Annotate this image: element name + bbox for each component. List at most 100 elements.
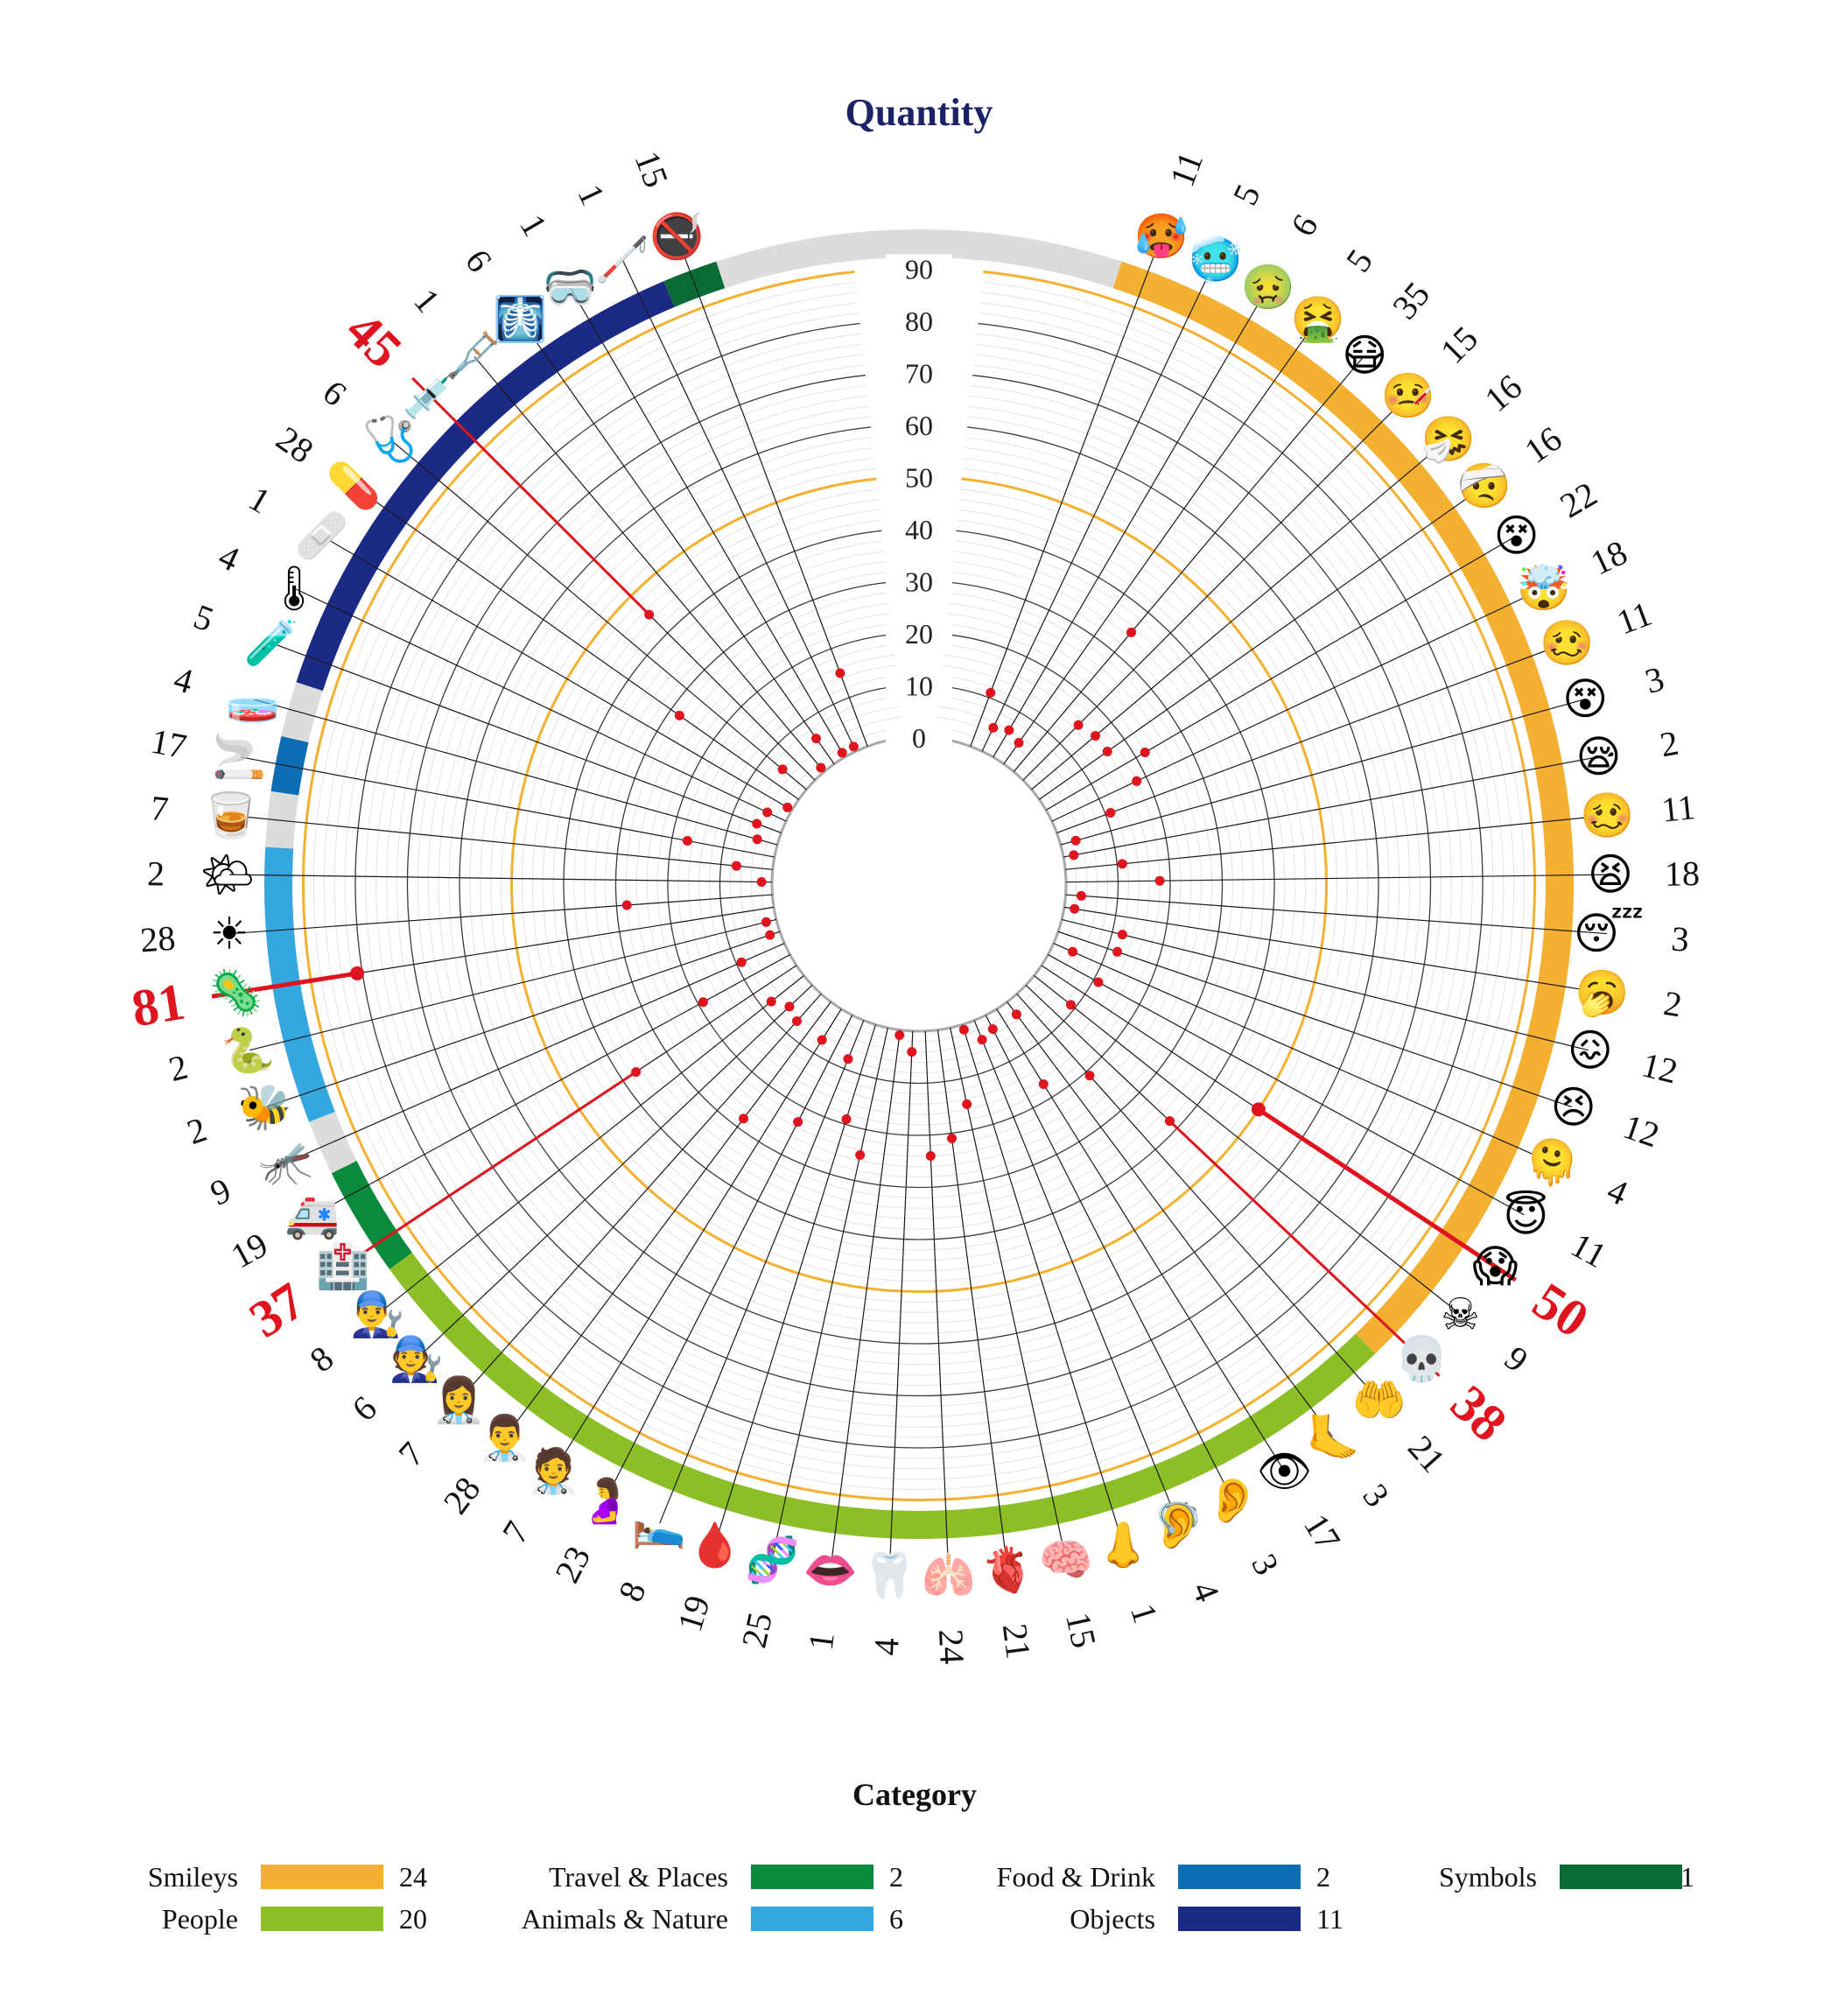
radial-tick-label: 90 bbox=[905, 254, 933, 285]
major-grid-ring bbox=[354, 322, 1484, 1449]
spoke bbox=[993, 288, 1268, 758]
value-label: 2 bbox=[147, 853, 165, 893]
honeybee-icon: 🐝 bbox=[237, 1082, 291, 1133]
value-label: 17 bbox=[148, 721, 190, 767]
data-point bbox=[1084, 1071, 1095, 1081]
woozy-face-icon: 🥴 bbox=[1580, 790, 1634, 841]
value-label: 12 bbox=[1638, 1044, 1682, 1091]
spoke bbox=[771, 1028, 888, 1559]
white-cane-icon: 🦯 bbox=[595, 234, 649, 284]
value-label: 5 bbox=[1225, 179, 1268, 211]
data-point bbox=[793, 1117, 803, 1127]
pregnant-woman-icon: 🤰 bbox=[578, 1475, 632, 1526]
spoke bbox=[677, 237, 868, 747]
value-label: 6 bbox=[1283, 207, 1326, 242]
radial-tick-label: 50 bbox=[905, 462, 933, 494]
spoke bbox=[714, 1024, 876, 1544]
data-point bbox=[736, 957, 747, 967]
value-label: 4 bbox=[866, 1637, 907, 1656]
screaming-face-icon: 😱 bbox=[1472, 1241, 1518, 1292]
spoke bbox=[460, 994, 822, 1400]
legend-label: Smileys bbox=[148, 1861, 238, 1893]
spoke bbox=[295, 588, 787, 822]
snake-icon: 🐍 bbox=[221, 1025, 275, 1076]
data-point bbox=[835, 668, 845, 678]
data-point bbox=[837, 748, 847, 758]
minor-grid-ring bbox=[750, 716, 1088, 1053]
data-point bbox=[987, 1024, 998, 1035]
minor-grid-ring bbox=[635, 602, 1203, 1168]
spoke bbox=[1063, 906, 1601, 994]
data-point bbox=[1112, 946, 1123, 957]
spoke bbox=[390, 439, 807, 790]
radial-tick-label: 20 bbox=[905, 618, 933, 650]
spoke bbox=[1003, 320, 1317, 765]
band-segment bbox=[331, 1161, 412, 1269]
tick-label-bg bbox=[886, 306, 952, 334]
data-point bbox=[761, 917, 771, 927]
value-label: 3 bbox=[1355, 1477, 1397, 1514]
tick-label-bg bbox=[886, 566, 952, 595]
yawning-face-icon: 🥱 bbox=[1575, 967, 1629, 1019]
band-segment bbox=[270, 735, 309, 796]
goggles-icon: 🥽 bbox=[543, 262, 597, 313]
spoke bbox=[1039, 486, 1484, 800]
data-point bbox=[855, 1150, 866, 1161]
highlight-leader bbox=[211, 971, 358, 999]
minor-grid-ring bbox=[417, 385, 1421, 1387]
value-label: 2 bbox=[1661, 983, 1685, 1025]
cold-face-icon: 🥶 bbox=[1189, 233, 1243, 285]
minor-grid-ring bbox=[646, 613, 1192, 1157]
sleeping-face-icon: 😴 bbox=[1574, 908, 1644, 959]
value-label: 4 bbox=[1602, 1170, 1633, 1213]
minor-grid-ring bbox=[573, 540, 1265, 1230]
spoke bbox=[659, 1020, 865, 1524]
value-label: 7 bbox=[495, 1514, 537, 1550]
spoke bbox=[254, 699, 778, 846]
major-grid-ring bbox=[667, 633, 1171, 1136]
data-point bbox=[752, 818, 762, 829]
spoke bbox=[287, 943, 785, 1163]
spoke bbox=[378, 975, 804, 1314]
minor-grid-ring bbox=[365, 333, 1473, 1438]
thermometer-face-icon: 🤒 bbox=[1381, 370, 1435, 421]
legend-label: Travel & Places bbox=[549, 1861, 728, 1893]
spoke bbox=[1007, 1001, 1333, 1437]
value-label: 7 bbox=[149, 788, 170, 829]
spoke bbox=[970, 237, 1161, 747]
data-point bbox=[698, 997, 708, 1008]
data-point bbox=[947, 1134, 958, 1144]
radial-tick-label: 70 bbox=[905, 358, 933, 390]
spoke bbox=[962, 1024, 1124, 1544]
data-point bbox=[1164, 1116, 1175, 1127]
minor-grid-ring bbox=[542, 509, 1296, 1261]
data-point bbox=[1117, 930, 1127, 940]
mouth-icon: 👄 bbox=[803, 1544, 858, 1595]
spoke bbox=[996, 1008, 1284, 1471]
weary-face-icon: 😫 bbox=[1588, 849, 1633, 900]
value-label: 24 bbox=[931, 1628, 972, 1665]
data-point bbox=[1038, 1079, 1049, 1090]
radial-tick-label: 60 bbox=[905, 410, 933, 441]
value-label: 22 bbox=[1554, 474, 1603, 525]
spoke bbox=[622, 260, 857, 752]
value-label: 1 bbox=[570, 179, 613, 211]
spoke bbox=[1034, 975, 1460, 1314]
value-label: 7 bbox=[390, 1434, 431, 1473]
value-label: 1 bbox=[1123, 1599, 1166, 1627]
data-point bbox=[1069, 850, 1079, 860]
highlight-leader bbox=[321, 1071, 637, 1282]
data-point bbox=[1117, 859, 1127, 869]
value-label: 1 bbox=[406, 281, 447, 320]
spoke bbox=[981, 260, 1216, 752]
minor-grid-ring bbox=[688, 654, 1150, 1115]
hospital-icon: 🏥 bbox=[316, 1241, 370, 1292]
spoke bbox=[505, 1001, 831, 1437]
data-point bbox=[1105, 808, 1116, 818]
minor-grid-ring bbox=[312, 281, 1526, 1491]
legend-label: People bbox=[162, 1903, 238, 1935]
value-label: 6 bbox=[315, 372, 354, 413]
legend-count: 2 bbox=[1316, 1861, 1330, 1893]
radial-tick-labels: 0 10 20 30 40 50 60 70 80 90 bbox=[886, 254, 952, 754]
data-point bbox=[894, 1030, 905, 1041]
